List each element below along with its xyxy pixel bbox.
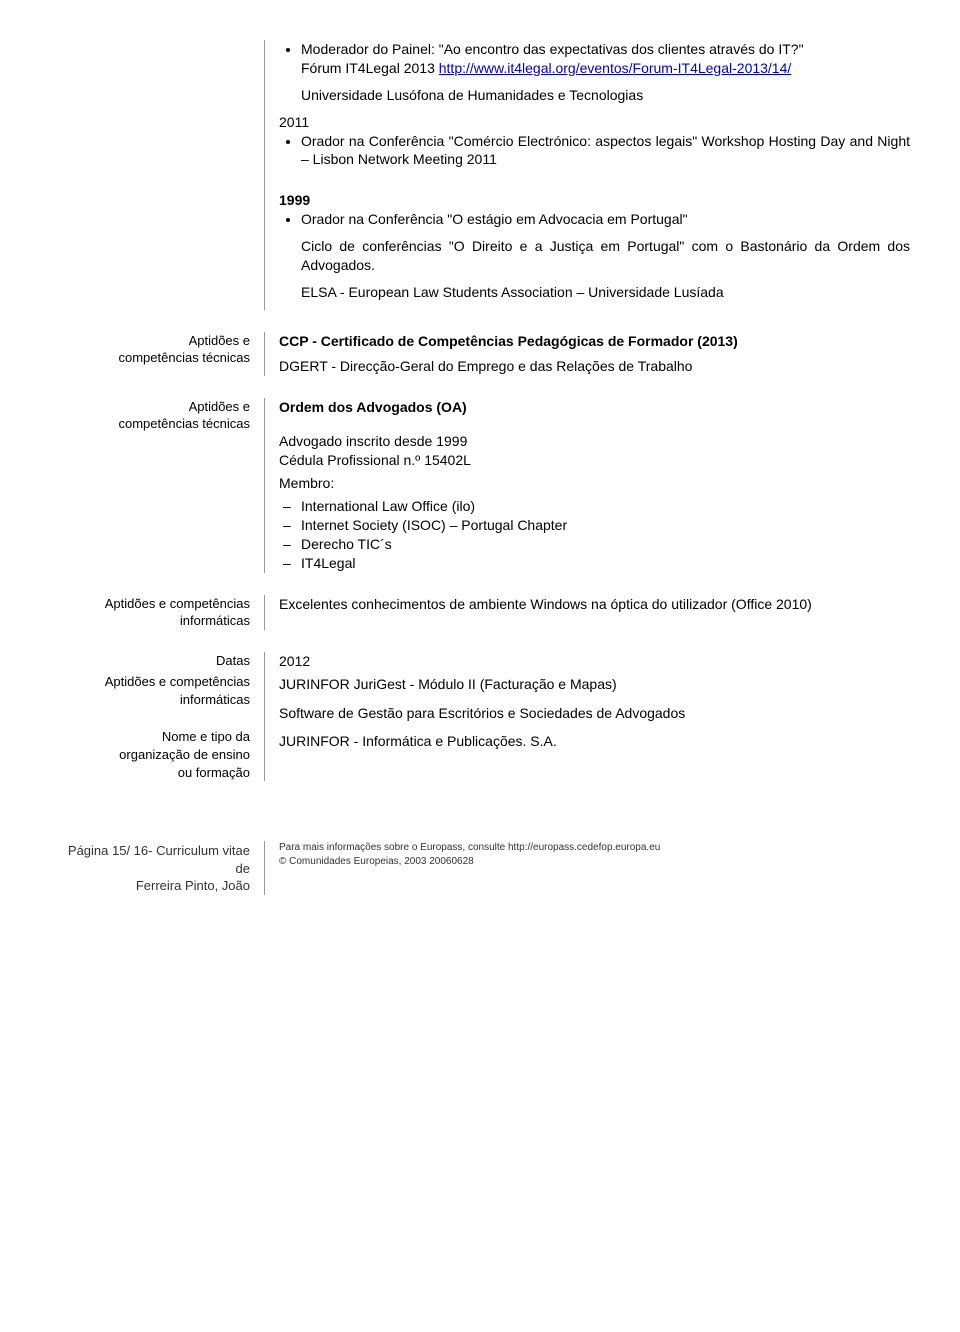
ccp-content: CCP - Certificado de Competências Pedagó… bbox=[264, 332, 910, 376]
footer-page-line: Página 15/ 16- Curriculum vitae de bbox=[68, 843, 250, 876]
footer-right: Para mais informações sobre o Europass, … bbox=[264, 841, 910, 895]
membership-item: Derecho TIC´s bbox=[301, 535, 910, 554]
label-line: competências técnicas bbox=[118, 416, 250, 431]
section-label: Aptidões e competências técnicas bbox=[50, 398, 264, 573]
membro-heading: Membro: bbox=[279, 474, 910, 493]
jurinfor-line: JURINFOR - Informática e Publicações. S.… bbox=[279, 732, 910, 751]
training-content: 2012 JURINFOR JuriGest - Módulo II (Fact… bbox=[264, 652, 910, 781]
membership-list: International Law Office (ilo) Internet … bbox=[279, 497, 910, 573]
year-heading: 2011 bbox=[279, 113, 910, 132]
jurigest-line: JURINFOR JuriGest - Módulo II (Facturaçã… bbox=[279, 675, 910, 694]
dgert-line: DGERT - Direcção-Geral do Emprego e das … bbox=[279, 357, 910, 376]
activity-item: Moderador do Painel: "Ao encontro das ex… bbox=[301, 40, 910, 78]
activity-text: Moderador do Painel: "Ao encontro das ex… bbox=[301, 41, 804, 57]
activity-item: Orador na Conferência "Comércio Electrón… bbox=[301, 132, 910, 170]
activity-list-3: Orador na Conferência "O estágio em Advo… bbox=[279, 210, 910, 229]
datas-label: Datas bbox=[50, 652, 250, 670]
activity-item: Orador na Conferência "O estágio em Advo… bbox=[301, 210, 910, 229]
section-training: Datas Aptidões e competências informátic… bbox=[50, 652, 910, 781]
activity-list-1: Moderador do Painel: "Ao encontro das ex… bbox=[279, 40, 910, 78]
training-year: 2012 bbox=[279, 652, 910, 671]
label-line: organização de ensino bbox=[50, 746, 250, 764]
ciclo-paragraph: Ciclo de conferências "O Direito e a Jus… bbox=[301, 237, 910, 275]
training-labels: Datas Aptidões e competências informátic… bbox=[50, 652, 264, 781]
label-line: Aptidões e competências bbox=[50, 673, 250, 691]
section-activities: Moderador do Painel: "Ao encontro das ex… bbox=[50, 40, 910, 310]
forum-prefix: Fórum IT4Legal 2013 bbox=[301, 60, 439, 76]
label-line: competências técnicas bbox=[118, 350, 250, 365]
oa-cedula: Cédula Profissional n.º 15402L bbox=[279, 451, 910, 470]
section-label: Aptidões e competências técnicas bbox=[50, 332, 264, 376]
forum-link[interactable]: http://www.it4legal.org/eventos/Forum-IT… bbox=[439, 60, 792, 76]
elsa-paragraph: ELSA - European Law Students Association… bbox=[301, 283, 910, 302]
section-tech-skills-ccp: Aptidões e competências técnicas CCP - C… bbox=[50, 332, 910, 376]
oa-content: Ordem dos Advogados (OA) Advogado inscri… bbox=[264, 398, 910, 573]
empty-label bbox=[50, 40, 264, 310]
oa-title: Ordem dos Advogados (OA) bbox=[279, 398, 910, 417]
membership-item: Internet Society (ISOC) – Portugal Chapt… bbox=[301, 516, 910, 535]
membership-item: International Law Office (ilo) bbox=[301, 497, 910, 516]
label-line: Aptidões e bbox=[189, 333, 250, 348]
university-line: Universidade Lusófona de Humanidades e T… bbox=[301, 86, 910, 105]
footer-left: Página 15/ 16- Curriculum vitae de Ferre… bbox=[50, 841, 264, 895]
section-label: Aptidões e competências informáticas bbox=[50, 595, 264, 630]
label-line: Aptidões e competências bbox=[105, 596, 250, 611]
ccp-title: CCP - Certificado de Competências Pedagó… bbox=[279, 332, 910, 351]
footer-name-line: Ferreira Pinto, João bbox=[136, 878, 250, 893]
it-skills-content: Excelentes conhecimentos de ambiente Win… bbox=[264, 595, 910, 630]
activities-content: Moderador do Painel: "Ao encontro das ex… bbox=[264, 40, 910, 310]
activity-list-2: Orador na Conferência "Comércio Electrón… bbox=[279, 132, 910, 170]
label-line: informáticas bbox=[180, 613, 250, 628]
section-tech-skills-oa: Aptidões e competências técnicas Ordem d… bbox=[50, 398, 910, 573]
oa-enrolled: Advogado inscrito desde 1999 bbox=[279, 432, 910, 451]
label-line: ou formação bbox=[50, 764, 250, 782]
footer-copyright-line: © Comunidades Europeias, 2003 20060628 bbox=[279, 856, 474, 867]
page-footer: Página 15/ 16- Curriculum vitae de Ferre… bbox=[50, 841, 910, 895]
section-it-skills: Aptidões e competências informáticas Exc… bbox=[50, 595, 910, 630]
label-line: Nome e tipo da bbox=[50, 728, 250, 746]
footer-europass-line: Para mais informações sobre o Europass, … bbox=[279, 842, 660, 853]
membership-item: IT4Legal bbox=[301, 554, 910, 573]
year-heading: 1999 bbox=[279, 191, 910, 210]
label-line: informáticas bbox=[50, 691, 250, 709]
label-line: Aptidões e bbox=[189, 399, 250, 414]
software-line: Software de Gestão para Escritórios e So… bbox=[279, 704, 910, 723]
